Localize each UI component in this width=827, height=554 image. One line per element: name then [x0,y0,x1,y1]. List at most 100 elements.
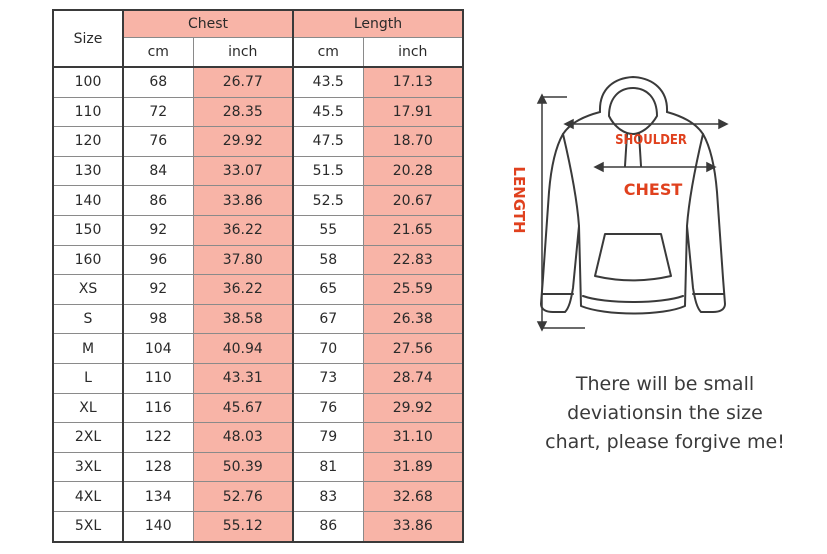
table-row: 120 76 29.92 47.5 18.70 [52,126,464,157]
length-inch-cell: 18.70 [362,126,464,157]
size-cell: 130 [52,155,124,187]
chest-cm-cell: 98 [122,303,194,335]
length-cm-cell: 81 [292,451,364,483]
shoulder-label: SHOULDER [615,133,687,148]
waistband [582,295,684,303]
length-cm-cell: 86 [292,510,364,543]
size-table-body: 100 68 26.77 43.5 17.13 110 72 28.35 45.5 17.91 12… [52,66,464,543]
length-cm-header: cm [292,37,364,68]
length-cm-cell: 51.5 [292,155,364,187]
length-inch-cell: 32.68 [362,481,464,512]
size-cell: 120 [52,126,124,157]
length-inch-cell: 33.86 [362,510,464,543]
chest-inch-cell: 52.76 [192,481,294,512]
length-cm-cell: 67 [292,303,364,335]
length-cm-cell: 58 [292,244,364,276]
chest-inch-cell: 33.07 [192,155,294,187]
length-inch-cell: 26.38 [362,303,464,335]
length-inch-cell: 27.56 [362,333,464,364]
note-line-1: There will be small [575,373,755,395]
chest-inch-cell: 28.35 [192,96,294,128]
size-cell: 110 [52,96,124,128]
sleeve-seam-left [562,133,580,227]
chest-inch-cell: 36.22 [192,214,294,246]
length-cm-cell: 43.5 [292,66,364,98]
length-cm-cell: 65 [292,274,364,305]
length-inch-cell: 17.13 [362,66,464,98]
shoulder-arrow-right-head [718,118,729,130]
chest-inch-cell: 48.03 [192,422,294,453]
length-inch-cell: 22.83 [362,244,464,276]
chest-inch-cell: 55.12 [192,510,294,543]
table-row: 100 68 26.77 43.5 17.13 [52,66,464,98]
size-chart-table: Size Chest Length cm inch cm inch 100 68 2… [52,9,464,543]
length-cm-cell: 70 [292,333,364,364]
note-line-2: deviationsin the size [567,402,763,424]
chest-inch-cell: 43.31 [192,362,294,394]
chest-inch-cell: 26.77 [192,66,294,98]
size-cell: 150 [52,214,124,246]
chest-inch-cell: 38.58 [192,303,294,335]
length-cm-cell: 79 [292,422,364,453]
table-row: M 104 40.94 70 27.56 [52,333,464,364]
kangaroo-pocket [594,233,672,282]
chest-cm-cell: 92 [122,214,194,246]
size-cell: S [52,303,124,335]
chest-inch-cell: 36.22 [192,274,294,305]
table-row: 150 92 36.22 55 21.65 [52,214,464,246]
length-inch-cell: 31.89 [362,451,464,483]
chest-cm-cell: 116 [122,392,194,424]
length-label: LENGTH [510,166,528,233]
size-cell: XS [52,274,124,305]
length-cm-cell: 83 [292,481,364,512]
size-header: Size [52,9,124,68]
length-arrow-top-head [536,93,548,104]
table-row: 2XL 122 48.03 79 31.10 [52,422,464,453]
chest-cm-cell: 72 [122,96,194,128]
length-cm-cell: 76 [292,392,364,424]
length-cm-cell: 55 [292,214,364,246]
note-line-3: chart, please forgive me! [545,431,785,453]
chest-inch-header: inch [192,37,294,68]
table-row: XL 116 45.67 76 29.92 [52,392,464,424]
table-row: XS 92 36.22 65 25.59 [52,274,464,305]
size-deviation-note: There will be small deviationsin the siz… [520,370,810,457]
chest-cm-cell: 96 [122,244,194,276]
chest-cm-header: cm [122,37,194,68]
size-cell: 2XL [52,422,124,453]
size-cell: 140 [52,185,124,216]
hood-inner [608,87,658,135]
chest-inch-cell: 33.86 [192,185,294,216]
hood-outline [598,76,669,113]
length-inch-cell: 17.91 [362,96,464,128]
chest-cm-cell: 76 [122,126,194,157]
chest-cm-cell: 122 [122,422,194,453]
length-inch-cell: 28.74 [362,362,464,394]
size-cell: L [52,362,124,394]
length-header: Length [292,9,464,38]
table-row: 140 86 33.86 52.5 20.67 [52,185,464,216]
length-inch-cell: 20.67 [362,185,464,216]
shoulder-arrow-left-head [563,118,574,130]
size-cell: 3XL [52,451,124,483]
chest-label: CHEST [624,180,683,199]
table-row: 110 72 28.35 45.5 17.91 [52,96,464,128]
length-inch-header: inch [362,37,464,68]
size-cell: M [52,333,124,364]
chest-cm-cell: 92 [122,274,194,305]
size-cell: 4XL [52,481,124,512]
chest-cm-cell: 110 [122,362,194,394]
chest-cm-cell: 104 [122,333,194,364]
size-cell: 160 [52,244,124,276]
chest-cm-cell: 134 [122,481,194,512]
length-inch-cell: 20.28 [362,155,464,187]
table-row: L 110 43.31 73 28.74 [52,362,464,394]
chest-arrow-right-head [706,161,717,173]
chest-header: Chest [122,9,294,38]
length-inch-cell: 29.92 [362,392,464,424]
chest-cm-cell: 140 [122,510,194,543]
length-inch-cell: 25.59 [362,274,464,305]
table-row: S 98 38.58 67 26.38 [52,303,464,335]
chest-arrow-left-head [593,161,604,173]
length-inch-cell: 21.65 [362,214,464,246]
